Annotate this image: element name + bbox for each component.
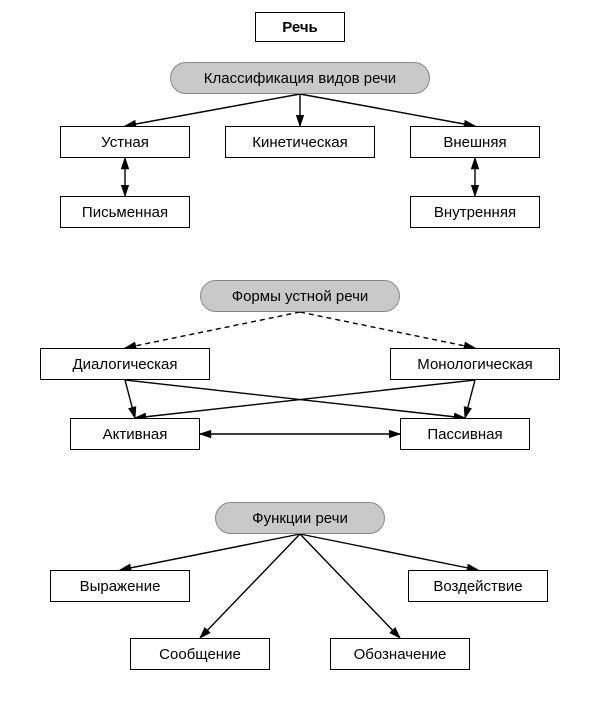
node-denote: Обозначение — [330, 638, 470, 670]
node-pill2: Формы устной речи — [200, 280, 400, 312]
edge-monolog-passive — [465, 380, 475, 418]
edge-pill1-oral — [125, 94, 300, 126]
node-title: Речь — [255, 12, 345, 42]
node-active: Активная — [70, 418, 200, 450]
node-oral: Устная — [60, 126, 190, 158]
edge-pill2-monolog — [300, 312, 475, 348]
node-passive: Пассивная — [400, 418, 530, 450]
edge-monolog-active — [135, 380, 475, 418]
node-pill3: Функции речи — [215, 502, 385, 534]
node-pill1: Классификация видов речи — [170, 62, 430, 94]
edge-dialog-passive — [125, 380, 465, 418]
diagram-canvas: Речь Классификация видов речи Устная Кинети… — [0, 0, 600, 713]
edge-pill3-express — [120, 534, 300, 570]
edge-pill3-impact — [300, 534, 478, 570]
node-kinetic: Кинетическая — [225, 126, 375, 158]
edge-pill2-dialog — [125, 312, 300, 348]
node-message: Сообщение — [130, 638, 270, 670]
edge-dialog-active — [125, 380, 135, 418]
edge-pill1-external — [300, 94, 475, 126]
node-written: Письменная — [60, 196, 190, 228]
edge-pill3-message — [200, 534, 300, 638]
node-express: Выражение — [50, 570, 190, 602]
node-monolog: Монологическая — [390, 348, 560, 380]
edge-pill3-denote — [300, 534, 400, 638]
node-internal: Внутренняя — [410, 196, 540, 228]
node-dialog: Диалогическая — [40, 348, 210, 380]
node-impact: Воздействие — [408, 570, 548, 602]
node-external: Внешняя — [410, 126, 540, 158]
